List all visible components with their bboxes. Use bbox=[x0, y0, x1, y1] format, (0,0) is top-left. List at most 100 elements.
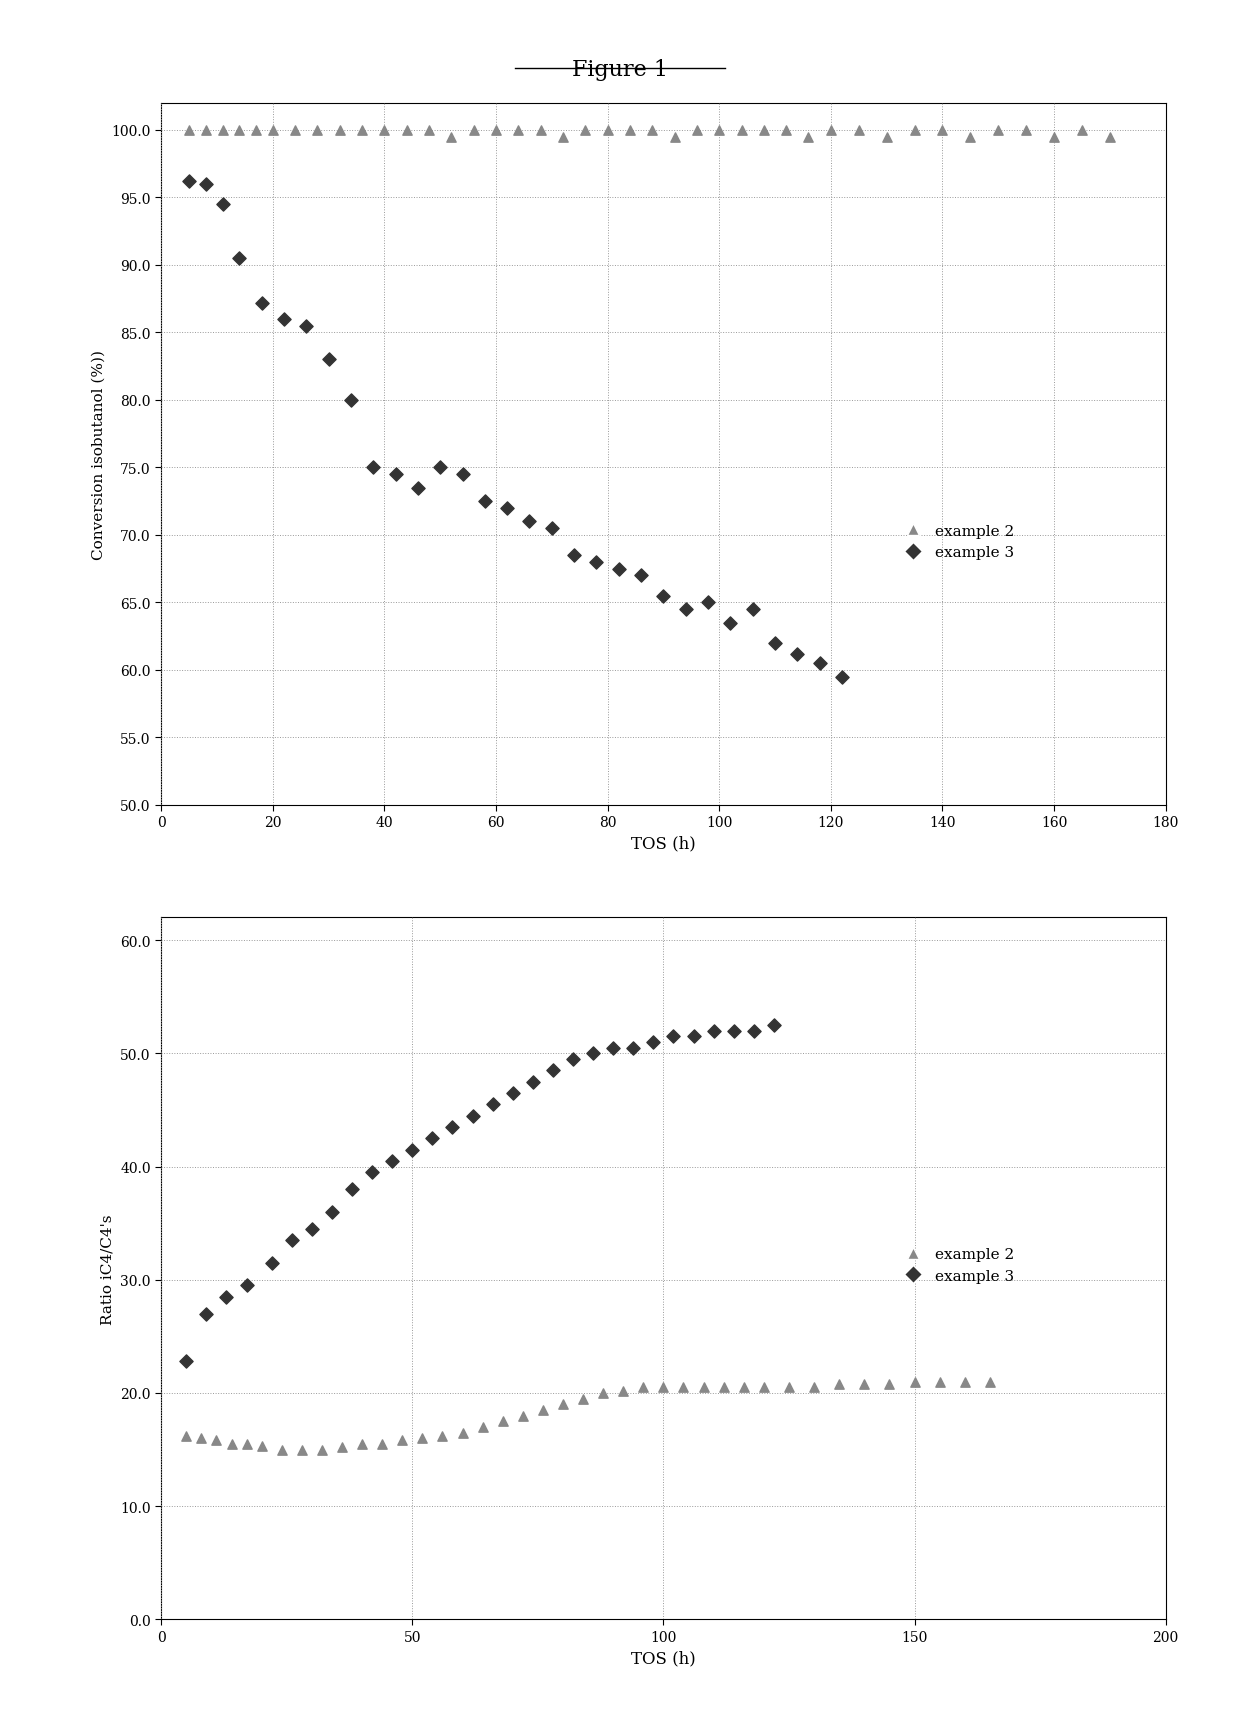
Point bbox=[423, 1124, 443, 1152]
Point bbox=[854, 1370, 874, 1398]
Point bbox=[988, 118, 1008, 145]
Point bbox=[724, 1017, 744, 1044]
Point bbox=[810, 650, 830, 677]
Point bbox=[587, 549, 606, 577]
Point bbox=[604, 1034, 624, 1062]
Point bbox=[486, 118, 506, 145]
Point bbox=[905, 1368, 925, 1396]
Point bbox=[676, 596, 696, 624]
Point bbox=[372, 1431, 392, 1458]
Point bbox=[653, 582, 673, 610]
Point bbox=[709, 118, 729, 145]
Point bbox=[720, 610, 740, 637]
Legend: example 2, example 3: example 2, example 3 bbox=[892, 518, 1021, 566]
Point bbox=[980, 1368, 999, 1396]
Point bbox=[787, 641, 807, 669]
Point bbox=[196, 171, 216, 199]
Point bbox=[308, 118, 327, 145]
Point bbox=[433, 1422, 453, 1450]
Point bbox=[624, 1034, 644, 1062]
Point bbox=[734, 1373, 754, 1401]
Point bbox=[583, 1039, 603, 1067]
Point bbox=[352, 1431, 372, 1458]
Point bbox=[386, 461, 405, 488]
Point bbox=[743, 596, 763, 624]
Point bbox=[213, 118, 233, 145]
Point bbox=[779, 1373, 799, 1401]
X-axis label: TOS (h): TOS (h) bbox=[631, 1649, 696, 1666]
Point bbox=[609, 556, 629, 584]
Point bbox=[877, 123, 897, 151]
Point bbox=[492, 1408, 512, 1436]
Point bbox=[382, 1147, 402, 1174]
Point bbox=[620, 118, 640, 145]
Point bbox=[683, 1024, 703, 1051]
Point bbox=[932, 118, 952, 145]
Point bbox=[247, 118, 267, 145]
Point bbox=[453, 1419, 472, 1446]
Point bbox=[520, 507, 539, 535]
Legend: example 2, example 3: example 2, example 3 bbox=[892, 1242, 1021, 1289]
Point bbox=[330, 118, 350, 145]
Point bbox=[229, 118, 249, 145]
Point bbox=[217, 1283, 237, 1311]
Point bbox=[573, 1386, 593, 1413]
Point bbox=[180, 168, 200, 196]
Point bbox=[374, 118, 394, 145]
Point bbox=[653, 1373, 673, 1401]
Point bbox=[765, 630, 785, 658]
Point bbox=[744, 1017, 764, 1044]
Point bbox=[464, 118, 484, 145]
Point bbox=[1071, 118, 1092, 145]
Point bbox=[564, 542, 584, 570]
Point bbox=[575, 118, 595, 145]
Point bbox=[513, 1401, 533, 1429]
Point bbox=[472, 1413, 492, 1441]
Point bbox=[642, 118, 662, 145]
Point bbox=[176, 1422, 196, 1450]
Point bbox=[614, 1377, 634, 1405]
Point bbox=[272, 1436, 291, 1464]
Text: Figure 1: Figure 1 bbox=[572, 59, 668, 81]
Point bbox=[430, 454, 450, 481]
Point bbox=[508, 118, 528, 145]
Point bbox=[542, 514, 562, 542]
Point bbox=[1100, 123, 1120, 151]
Point bbox=[687, 118, 707, 145]
Point bbox=[673, 1373, 693, 1401]
Point bbox=[322, 1199, 342, 1226]
Point bbox=[274, 307, 294, 334]
Point bbox=[408, 475, 428, 502]
Point bbox=[879, 1370, 899, 1398]
Point bbox=[533, 1396, 553, 1424]
Point bbox=[342, 1176, 362, 1204]
Point bbox=[263, 118, 283, 145]
Point bbox=[296, 313, 316, 341]
Point bbox=[704, 1017, 724, 1044]
Point bbox=[352, 118, 372, 145]
Point bbox=[1044, 123, 1064, 151]
Point bbox=[732, 118, 751, 145]
Point bbox=[1017, 118, 1037, 145]
Point bbox=[553, 1391, 573, 1419]
Point bbox=[754, 118, 774, 145]
Point bbox=[503, 1079, 523, 1107]
Point bbox=[341, 386, 361, 414]
Point bbox=[631, 563, 651, 591]
Point bbox=[213, 191, 233, 218]
Point bbox=[482, 1091, 502, 1119]
Point bbox=[441, 123, 461, 151]
Point bbox=[634, 1373, 653, 1401]
Point bbox=[693, 1373, 713, 1401]
Point bbox=[196, 1301, 216, 1328]
Point bbox=[285, 118, 305, 145]
Point bbox=[475, 488, 495, 516]
Point bbox=[497, 495, 517, 523]
Point bbox=[714, 1373, 734, 1401]
Point bbox=[799, 123, 818, 151]
Point bbox=[764, 1011, 784, 1039]
Point bbox=[237, 1431, 257, 1458]
Point bbox=[332, 1434, 352, 1462]
Point bbox=[849, 118, 869, 145]
Point bbox=[961, 123, 981, 151]
